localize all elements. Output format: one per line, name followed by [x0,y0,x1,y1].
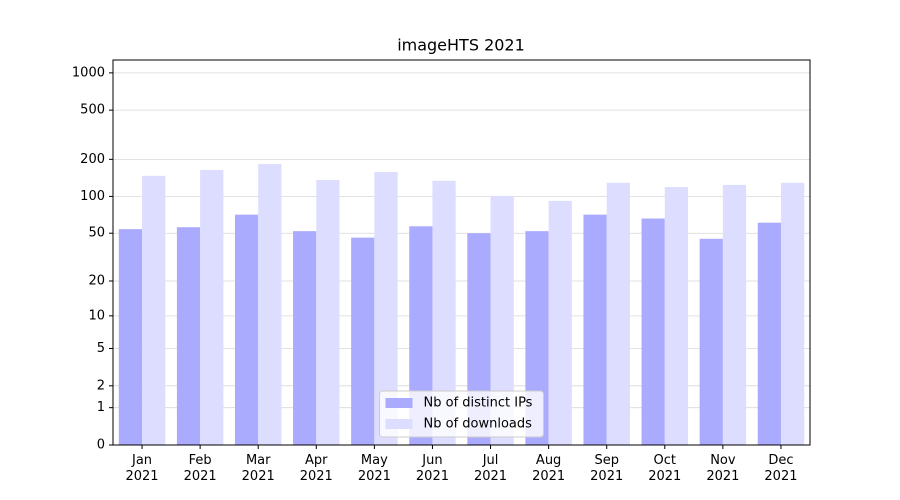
bar [722,184,747,445]
legend-label: Nb of downloads [424,417,533,432]
x-tick-label: May 2021 [357,453,391,484]
legend: Nb of distinct IPs Nb of downloads [379,390,544,438]
bar [200,169,224,446]
bar [234,214,259,445]
chart-title: imageHTS 2021 [397,36,525,55]
x-tick-label: Jul 2021 [473,453,508,484]
bar [699,238,723,445]
x-tick-label: Apr 2021 [299,453,333,484]
bar [293,231,317,445]
x-tick-label: Jan 2021 [125,453,159,484]
y-tick-label: 0 [97,438,105,453]
y-tick-label: 10 [88,308,105,323]
y-tick-label: 1 [97,400,105,415]
x-tick-label: Mar 2021 [241,453,275,484]
x-tick-label: Dec 2021 [764,453,798,484]
bar [142,175,166,445]
bar [432,180,456,445]
x-tick-label: Nov 2021 [706,453,740,484]
x-tick-label: Oct 2021 [648,453,682,484]
bar [757,222,781,445]
bar [548,200,572,445]
bar [351,237,375,445]
bar [374,171,398,445]
bar [490,195,514,445]
bar [583,214,607,445]
bar [780,182,805,445]
bar [606,182,630,445]
axes-frame [112,59,811,446]
y-tick-label: 500 [80,103,105,118]
bar [118,229,143,445]
y-tick-label: 50 [88,226,105,241]
x-tick-label: Jun 2021 [415,453,449,484]
legend-label: Nb of distinct IPs [424,396,533,411]
bar [641,218,665,445]
bar [409,226,433,445]
bar [316,179,340,445]
y-tick-label: 2 [97,378,105,393]
x-tick-label: Aug 2021 [532,453,566,484]
y-tick-label: 200 [80,152,105,167]
y-tick-label: 5 [97,341,105,356]
y-tick-label: 1000 [72,65,105,80]
bar [258,164,282,445]
bar [664,187,689,445]
x-tick-label: Feb 2021 [183,453,217,484]
legend-box [379,390,544,438]
y-tick-label: 20 [88,274,105,289]
legend-swatch [385,419,413,429]
legend-swatch [385,398,413,408]
x-tick-label: Sep 2021 [590,453,624,484]
y-tick-label: 100 [80,189,105,204]
bar [176,227,201,445]
